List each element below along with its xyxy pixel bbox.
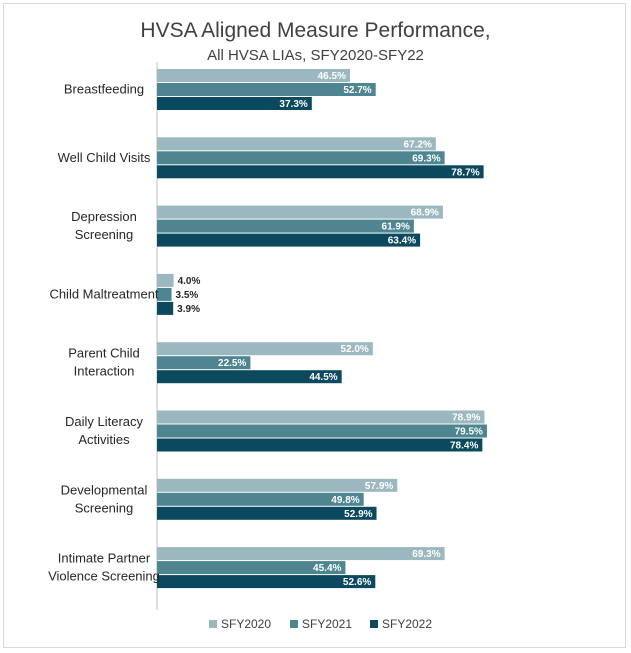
bar-sfy2022-0: [157, 97, 312, 110]
bar-sfy2021-2: [157, 219, 414, 233]
bar-sfy2022-3: [157, 301, 174, 315]
category-label: Well Child Visits: [58, 150, 151, 165]
bar-sfy2021-5: [157, 424, 487, 438]
bar-chart: HVSA Aligned Measure Performance, All HV…: [48, 19, 490, 631]
data-label: 52.6%: [343, 577, 371, 588]
bar-sfy2021-6: [157, 492, 364, 506]
legend-swatch-sfy2020: [209, 620, 217, 628]
data-label: 69.3%: [412, 549, 440, 560]
category-label: Parent Child: [68, 346, 140, 361]
bar-sfy2020-2: [157, 205, 443, 219]
category-label: Daily Literacy: [65, 414, 144, 429]
data-label: 67.2%: [404, 139, 432, 150]
data-label: 69.3%: [412, 153, 440, 164]
category-labels-group: Breastfeeding Well Child Visits Depression…: [48, 82, 160, 584]
bar-sfy2022-2: [157, 233, 421, 247]
data-label: 4.0%: [178, 276, 201, 287]
chart-title: HVSA Aligned Measure Performance,: [140, 19, 490, 42]
data-label: 78.9%: [452, 413, 480, 424]
data-label: 79.5%: [455, 427, 483, 438]
chart-subtitle: All HVSA LIAs, SFY2020-SFY22: [207, 47, 424, 64]
category-label: Depression: [71, 209, 137, 224]
legend-swatch-sfy2022: [370, 620, 378, 628]
bar-sfy2022-6: [157, 506, 377, 520]
legend-label-sfy2022: SFY2022: [382, 617, 432, 631]
data-label: 3.9%: [177, 304, 200, 315]
category-label: Screening: [75, 500, 134, 515]
legend: SFY2020 SFY2021 SFY2022: [209, 617, 432, 631]
bar-sfy2021-3: [157, 287, 172, 301]
category-label: Intimate Partner: [58, 551, 151, 566]
data-label: 45.4%: [313, 563, 341, 574]
data-label: 22.5%: [218, 358, 246, 369]
bar-sfy2022-4: [157, 370, 342, 384]
data-label: 78.7%: [451, 167, 479, 178]
chart-frame: HVSA Aligned Measure Performance, All HV…: [3, 3, 626, 648]
bar-sfy2020-0: [157, 69, 350, 82]
data-label: 37.3%: [279, 99, 307, 110]
data-label: 52.9%: [344, 509, 372, 520]
data-label: 3.5%: [176, 290, 199, 301]
bar-sfy2021-1: [157, 151, 445, 165]
data-label: 57.9%: [365, 481, 393, 492]
data-label: 61.9%: [382, 222, 410, 233]
bar-sfy2021-0: [157, 83, 376, 96]
data-label: 44.5%: [309, 372, 337, 383]
category-label: Activities: [78, 432, 130, 447]
category-label: Interaction: [74, 364, 135, 379]
data-label: 46.5%: [318, 71, 346, 82]
bar-sfy2020-6: [157, 478, 398, 492]
data-label: 63.4%: [388, 236, 416, 247]
bar-sfy2020-7: [157, 547, 445, 561]
bars-group: 46.5% 52.7% 37.3% 67.2% 69.3% 78.7% 68.9%61.9%…: [157, 69, 487, 589]
legend-label-sfy2021: SFY2021: [302, 617, 352, 631]
category-label: Screening: [75, 227, 134, 242]
bar-sfy2021-7: [157, 561, 346, 575]
bar-sfy2022-1: [157, 165, 484, 179]
legend-label-sfy2020: SFY2020: [221, 617, 271, 631]
category-label: Child Maltreatment: [49, 286, 158, 301]
bar-sfy2022-7: [157, 575, 376, 589]
bar-sfy2021-4: [157, 356, 251, 370]
bar-sfy2022-5: [157, 438, 483, 452]
data-label: 78.4%: [450, 441, 478, 452]
bar-sfy2020-4: [157, 342, 373, 356]
data-label: 52.7%: [343, 85, 371, 96]
data-label: 68.9%: [411, 208, 439, 219]
data-label: 52.0%: [340, 344, 368, 355]
category-label: Developmental: [61, 482, 148, 497]
bar-sfy2020-5: [157, 410, 485, 424]
data-label: 49.8%: [331, 495, 359, 506]
legend-swatch-sfy2021: [290, 620, 298, 628]
bar-sfy2020-1: [157, 137, 436, 151]
category-label: Violence Screening: [48, 569, 160, 584]
bar-sfy2020-3: [157, 273, 174, 287]
category-label: Breastfeeding: [64, 82, 144, 97]
